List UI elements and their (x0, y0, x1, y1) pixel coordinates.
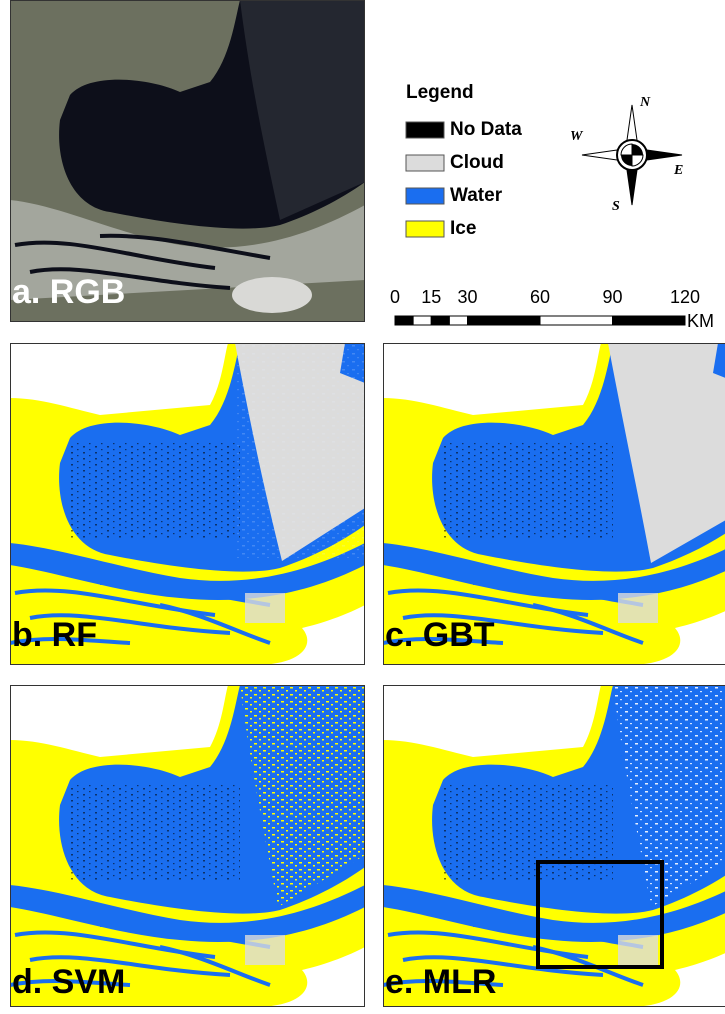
figure: a. RGB b. RF c. GBT d. SVM e. MLR Legend… (0, 0, 725, 1009)
compass: N W E S (570, 95, 683, 214)
compass-south: S (612, 199, 620, 214)
legend-title: Legend (406, 82, 474, 103)
legend-swatch (406, 221, 444, 237)
scale-tick-label: 120 (670, 287, 700, 307)
legend: No Data Cloud Water Ice (406, 119, 522, 239)
scale-tick-label: 90 (602, 287, 622, 307)
mlr-panel (383, 685, 725, 1007)
compass-north: N (639, 95, 651, 110)
panel-label: a. RGB (12, 273, 125, 311)
scale-tick-label: 30 (457, 287, 477, 307)
scale-segment (413, 316, 431, 325)
scale-segment (613, 316, 686, 325)
legend-label: Cloud (450, 152, 504, 173)
scale-tick-label: 0 (390, 287, 400, 307)
legend-swatch (406, 122, 444, 138)
compass-west: W (570, 129, 584, 144)
legend-label: No Data (450, 119, 522, 140)
svm-panel (10, 685, 365, 1007)
panel-label: c. GBT (385, 616, 495, 654)
panel-label: d. SVM (12, 963, 125, 1001)
scale-segment (468, 316, 541, 325)
scale-tick-label: 60 (530, 287, 550, 307)
panel-label: e. MLR (385, 963, 496, 1001)
scale-segment (431, 316, 449, 325)
compass-east: E (673, 163, 683, 178)
scale-tick-label: 15 (421, 287, 441, 307)
scale-bar: 0 15 30 60 90 120 KM (390, 287, 714, 331)
scale-segment (395, 316, 413, 325)
legend-label: Water (450, 185, 503, 206)
scale-segment (449, 316, 467, 325)
scale-unit: KM (687, 311, 714, 331)
panel-label: b. RF (12, 616, 97, 654)
legend-swatch (406, 188, 444, 204)
legend-label: Ice (450, 218, 476, 239)
legend-swatch (406, 155, 444, 171)
scale-segment (540, 316, 613, 325)
